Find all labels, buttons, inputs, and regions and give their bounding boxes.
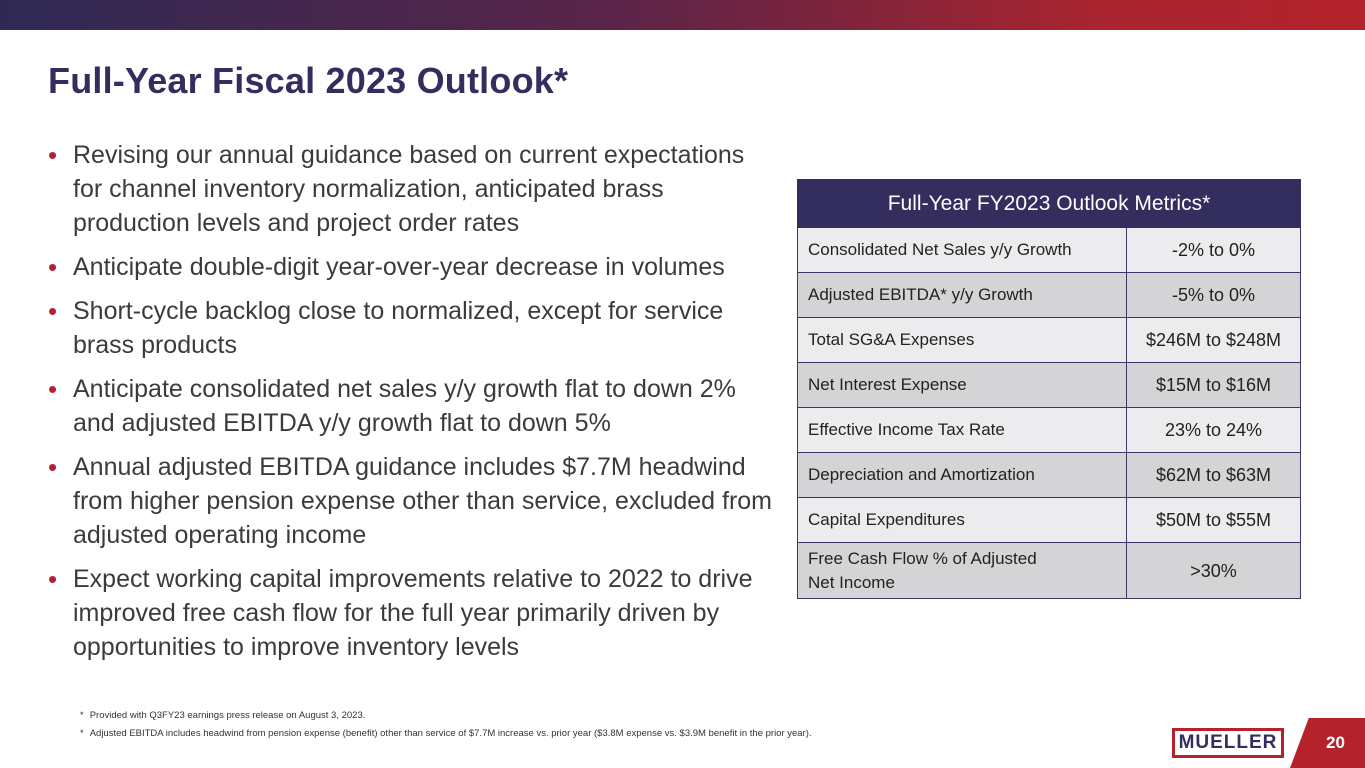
bullet-item: • Short-cycle backlog close to normalized… <box>48 294 778 362</box>
table-header: Full-Year FY2023 Outlook Metrics* <box>797 179 1301 228</box>
metric-value: >30% <box>1126 542 1301 599</box>
footnotes: * Provided with Q3FY23 earnings press rel… <box>80 710 812 746</box>
footnote-mark: * <box>80 710 84 721</box>
bullet-dot-icon: • <box>48 296 58 326</box>
metric-label: Adjusted EBITDA* y/y Growth <box>797 272 1127 318</box>
page-number: 20 <box>1290 718 1365 768</box>
bullet-text: Expect working capital improvements rela… <box>73 565 753 661</box>
metric-value: -2% to 0% <box>1126 227 1301 273</box>
table-row: Effective Income Tax Rate 23% to 24% <box>797 407 1301 453</box>
bullet-text: Anticipate double-digit year-over-year d… <box>73 253 725 281</box>
bullet-dot-icon: • <box>48 374 58 404</box>
table-row: Adjusted EBITDA* y/y Growth -5% to 0% <box>797 272 1301 318</box>
metric-label-line2: Net Income <box>808 572 895 592</box>
slide-title: Full-Year Fiscal 2023 Outlook* <box>48 60 569 101</box>
outlook-metrics-table: Full-Year FY2023 Outlook Metrics* Consol… <box>797 179 1301 599</box>
metric-value: -5% to 0% <box>1126 272 1301 318</box>
metric-label: Capital Expenditures <box>797 497 1127 543</box>
metric-label: Free Cash Flow % of Adjusted Net Income <box>797 542 1127 599</box>
bullet-dot-icon: • <box>48 140 58 170</box>
metric-value: $246M to $248M <box>1126 317 1301 363</box>
metric-value: 23% to 24% <box>1126 407 1301 453</box>
bullet-item: • Anticipate consolidated net sales y/y g… <box>48 372 778 440</box>
metric-label: Net Interest Expense <box>797 362 1127 408</box>
table-header-row: Full-Year FY2023 Outlook Metrics* <box>797 179 1301 228</box>
bullet-text: Short-cycle backlog close to normalized,… <box>73 297 724 359</box>
bullet-dot-icon: • <box>48 564 58 594</box>
footnote-mark: * <box>80 728 84 739</box>
bullet-list: • Revising our annual guidance based on c… <box>48 138 778 674</box>
metric-value: $62M to $63M <box>1126 452 1301 498</box>
table-row: Capital Expenditures $50M to $55M <box>797 497 1301 543</box>
bullet-text: Revising our annual guidance based on cu… <box>73 141 745 237</box>
footnote: * Provided with Q3FY23 earnings press rel… <box>80 710 812 721</box>
bullet-text: Anticipate consolidated net sales y/y gr… <box>73 375 736 437</box>
table-row: Total SG&A Expenses $246M to $248M <box>797 317 1301 363</box>
bullet-text: Annual adjusted EBITDA guidance includes… <box>73 453 772 549</box>
metric-value: $15M to $16M <box>1126 362 1301 408</box>
metric-label: Consolidated Net Sales y/y Growth <box>797 227 1127 273</box>
metric-value: $50M to $55M <box>1126 497 1301 543</box>
bullet-item: • Anticipate double-digit year-over-year … <box>48 250 778 284</box>
footnote-text: Provided with Q3FY23 earnings press rele… <box>89 710 366 721</box>
bullet-item: • Annual adjusted EBITDA guidance include… <box>48 450 778 552</box>
footnote: * Adjusted EBITDA includes headwind from … <box>80 728 812 739</box>
top-gradient-bar <box>0 0 1365 30</box>
metric-label-line1: Free Cash Flow % of Adjusted <box>808 548 1037 568</box>
metric-label: Total SG&A Expenses <box>797 317 1127 363</box>
metric-label: Depreciation and Amortization <box>797 452 1127 498</box>
bullet-dot-icon: • <box>48 452 58 482</box>
bullet-item: • Revising our annual guidance based on c… <box>48 138 778 240</box>
mueller-logo: MUELLER <box>1172 728 1284 758</box>
metric-label: Effective Income Tax Rate <box>797 407 1127 453</box>
bullet-dot-icon: • <box>48 252 58 282</box>
table-row: Consolidated Net Sales y/y Growth -2% to… <box>797 227 1301 273</box>
table-row: Free Cash Flow % of Adjusted Net Income >… <box>797 542 1301 599</box>
table-row: Depreciation and Amortization $62M to $6… <box>797 452 1301 498</box>
table-row: Net Interest Expense $15M to $16M <box>797 362 1301 408</box>
footnote-text: Adjusted EBITDA includes headwind from p… <box>89 728 812 739</box>
bullet-item: • Expect working capital improvements rel… <box>48 562 778 664</box>
